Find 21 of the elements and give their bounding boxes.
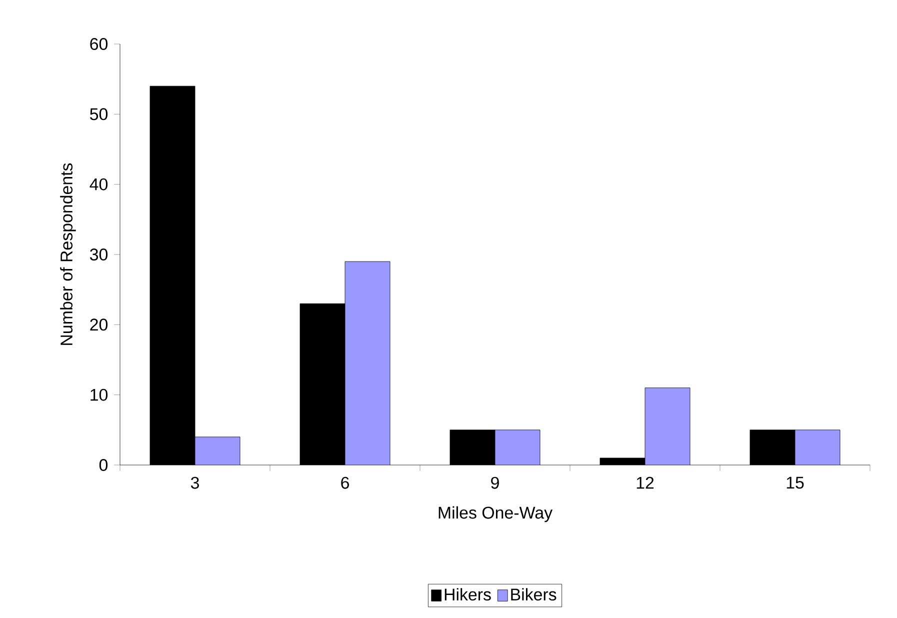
bar [345, 262, 390, 465]
x-tick-label: 15 [786, 476, 804, 489]
y-tick-label: 60 [90, 38, 108, 50]
bar [495, 430, 540, 465]
x-tick-label: 9 [491, 476, 499, 489]
y-axis-title: Number of Respondents [60, 163, 76, 345]
x-tick-label: 3 [190, 476, 199, 489]
y-tick-label: 0 [99, 459, 108, 471]
legend-label: Bikers [511, 588, 556, 601]
y-tick-label: 40 [90, 178, 108, 190]
legend-label: Hikers [444, 588, 491, 601]
x-tick-label: 6 [341, 476, 349, 489]
x-tick-label: 12 [636, 476, 654, 489]
bar [794, 430, 840, 465]
x-axis-title: Miles One-Way [438, 506, 553, 522]
y-tick-label: 30 [90, 248, 108, 261]
y-tick-label: 20 [90, 318, 108, 331]
bar [645, 388, 690, 465]
y-tick-label: 10 [90, 388, 108, 401]
y-tick-label: 50 [90, 108, 108, 120]
bar [195, 436, 240, 465]
